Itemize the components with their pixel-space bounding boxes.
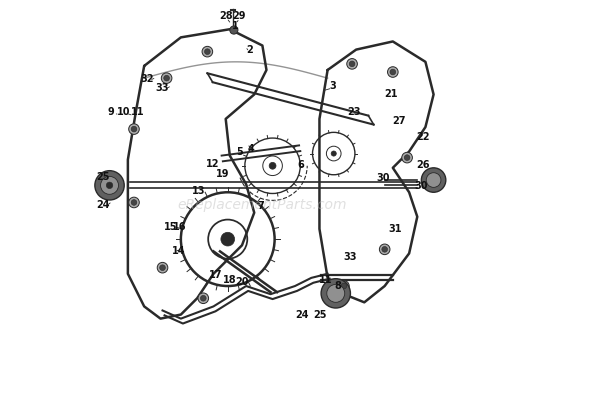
Text: 15: 15 — [164, 222, 178, 231]
Circle shape — [100, 176, 119, 194]
Circle shape — [349, 61, 355, 67]
Text: 12: 12 — [206, 159, 219, 169]
Text: 3: 3 — [329, 81, 336, 91]
Circle shape — [161, 73, 172, 83]
Text: 20: 20 — [235, 277, 249, 287]
Circle shape — [131, 126, 137, 132]
Text: 30: 30 — [376, 173, 389, 182]
Text: 6: 6 — [298, 160, 304, 171]
Text: 29: 29 — [232, 11, 245, 21]
Circle shape — [390, 69, 396, 75]
Circle shape — [205, 49, 210, 54]
Text: 17: 17 — [209, 270, 222, 281]
Text: 32: 32 — [140, 74, 154, 84]
Circle shape — [331, 151, 336, 156]
Text: 5: 5 — [237, 147, 243, 157]
Text: 31: 31 — [388, 224, 402, 234]
Text: 33: 33 — [156, 83, 169, 93]
Text: 14: 14 — [172, 246, 186, 256]
Text: 27: 27 — [392, 115, 406, 126]
Text: 21: 21 — [384, 90, 398, 99]
Text: 9: 9 — [107, 107, 114, 117]
Circle shape — [382, 247, 388, 252]
Text: 19: 19 — [216, 169, 229, 178]
Circle shape — [131, 200, 137, 205]
Text: 7: 7 — [257, 201, 264, 211]
Circle shape — [198, 293, 209, 303]
Circle shape — [347, 58, 358, 69]
Text: 23: 23 — [348, 108, 361, 117]
Text: 4: 4 — [248, 144, 255, 154]
Text: 25: 25 — [313, 310, 327, 319]
Text: 33: 33 — [343, 252, 357, 263]
Circle shape — [95, 171, 124, 200]
Circle shape — [421, 168, 446, 192]
Circle shape — [327, 284, 345, 302]
Text: 25: 25 — [96, 172, 109, 182]
Text: 11: 11 — [319, 274, 332, 285]
Text: 1: 1 — [232, 21, 238, 31]
Text: 26: 26 — [417, 160, 430, 171]
Circle shape — [341, 283, 347, 289]
Circle shape — [388, 67, 398, 77]
Circle shape — [164, 75, 169, 81]
Circle shape — [404, 155, 410, 160]
Circle shape — [221, 232, 235, 246]
Text: 18: 18 — [223, 274, 237, 285]
Circle shape — [321, 279, 350, 308]
Circle shape — [402, 152, 412, 163]
Text: 28: 28 — [219, 11, 232, 21]
Text: 10: 10 — [117, 107, 130, 117]
Text: 2: 2 — [246, 45, 253, 56]
Circle shape — [160, 265, 165, 270]
Circle shape — [201, 295, 206, 301]
Circle shape — [269, 162, 276, 169]
Text: 13: 13 — [192, 186, 205, 196]
Circle shape — [379, 244, 390, 255]
Text: 22: 22 — [417, 132, 430, 142]
Circle shape — [339, 281, 349, 291]
Text: eReplacementParts.com: eReplacementParts.com — [178, 198, 347, 211]
Text: 16: 16 — [173, 222, 187, 231]
Circle shape — [157, 263, 168, 273]
Circle shape — [426, 173, 441, 187]
Text: 8: 8 — [335, 281, 341, 291]
Text: 30: 30 — [415, 181, 428, 191]
Text: 24: 24 — [96, 200, 109, 210]
Circle shape — [129, 197, 139, 208]
Circle shape — [106, 182, 113, 189]
Text: 11: 11 — [132, 107, 145, 117]
Circle shape — [202, 46, 212, 57]
Circle shape — [230, 26, 238, 34]
Circle shape — [129, 124, 139, 135]
Text: 24: 24 — [296, 310, 309, 319]
